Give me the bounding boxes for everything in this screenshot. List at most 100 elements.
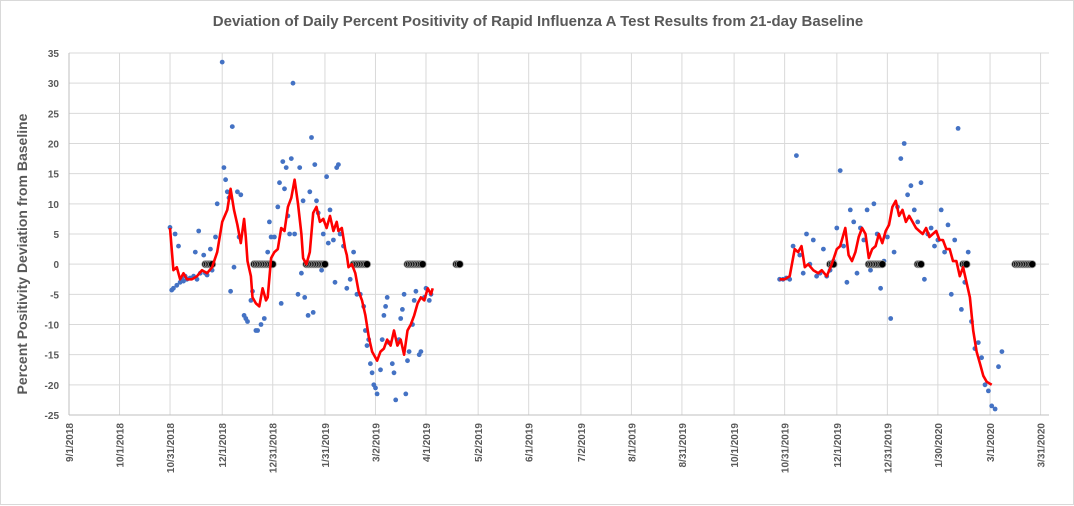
data-point — [277, 180, 282, 186]
data-point — [379, 337, 385, 342]
data-point — [999, 349, 1005, 354]
data-point — [814, 273, 819, 279]
data-point — [278, 301, 284, 306]
data-point — [413, 288, 419, 294]
zero-baseline-point — [917, 260, 926, 269]
data-point — [192, 249, 198, 255]
y-tick-labels: 35 30 25 20 15 10 5 0 -5 -10 -15 -20 -25 — [45, 49, 60, 422]
moving-average-line — [168, 178, 434, 363]
y-tick-label: -5 — [50, 290, 59, 301]
data-point — [221, 165, 227, 171]
data-point — [223, 177, 229, 183]
data-point — [804, 231, 809, 237]
data-point — [411, 298, 417, 303]
data-point — [283, 165, 289, 171]
data-point — [325, 240, 331, 246]
data-point — [918, 180, 924, 186]
data-point — [373, 385, 378, 391]
data-point — [864, 207, 870, 213]
data-point — [794, 153, 799, 159]
data-point — [347, 276, 353, 282]
data-point — [932, 243, 937, 249]
data-point — [391, 370, 397, 376]
data-point — [989, 403, 995, 409]
data-point — [982, 382, 988, 388]
x-tick-label: 12/31/2018 — [269, 423, 280, 473]
data-point — [172, 231, 178, 237]
x-tick-label: 10/1/2019 — [730, 423, 741, 468]
data-point — [287, 231, 292, 237]
data-point — [213, 234, 218, 240]
data-point — [996, 364, 1001, 370]
x-tick-label: 12/1/2019 — [833, 423, 844, 468]
data-point — [364, 343, 370, 348]
data-point — [336, 162, 341, 168]
data-point — [400, 307, 405, 312]
x-tick-label: 3/31/2020 — [1037, 423, 1048, 468]
data-point — [255, 328, 260, 333]
y-tick-label: 0 — [53, 260, 59, 271]
data-point — [214, 201, 220, 207]
x-tick-label: 1/30/2020 — [934, 423, 945, 468]
data-point — [275, 204, 281, 210]
x-tick-label: 10/31/2019 — [781, 423, 792, 473]
data-point — [841, 243, 846, 249]
data-point — [888, 316, 894, 321]
data-point — [868, 267, 873, 273]
data-point — [176, 243, 181, 249]
data-point — [959, 307, 964, 312]
data-point — [965, 249, 971, 255]
data-point — [905, 192, 910, 198]
data-point — [300, 198, 306, 204]
data-point — [928, 225, 934, 231]
data-point — [295, 291, 301, 297]
data-point — [901, 141, 907, 146]
zero-baseline-point — [418, 260, 427, 269]
data-point — [224, 189, 230, 195]
data-point — [871, 201, 877, 207]
data-point — [800, 270, 806, 276]
data-point — [332, 279, 338, 285]
data-point — [389, 361, 395, 367]
data-point — [374, 391, 380, 397]
data-point — [821, 246, 826, 252]
x-tick-label: 10/31/2018 — [166, 423, 177, 473]
x-tick-label: 3/2/2019 — [371, 423, 382, 462]
data-point — [228, 288, 234, 294]
data-point — [844, 279, 850, 285]
data-point — [378, 367, 383, 373]
data-point — [847, 207, 853, 213]
data-point — [834, 225, 840, 231]
zero-baseline-point — [362, 260, 371, 269]
data-point — [975, 340, 981, 345]
data-point — [908, 183, 914, 189]
data-point — [992, 406, 998, 412]
x-tick-label: 1/31/2019 — [321, 423, 332, 468]
y-tick-label: -25 — [45, 411, 60, 422]
y-tick-label: 10 — [48, 200, 60, 211]
data-point — [368, 361, 373, 367]
data-point — [201, 252, 207, 258]
data-point — [268, 234, 274, 240]
data-point — [351, 249, 356, 255]
data-point — [426, 298, 432, 303]
x-tick-label: 10/1/2018 — [116, 423, 127, 468]
y-tick-label: 5 — [53, 230, 59, 241]
data-point — [942, 249, 947, 255]
data-point — [288, 156, 294, 162]
y-tick-label: 15 — [48, 170, 60, 181]
data-point — [418, 349, 424, 354]
y-tick-label: 30 — [48, 79, 60, 90]
x-tick-label: 8/1/2019 — [627, 423, 638, 462]
data-point — [261, 316, 267, 321]
data-point — [401, 291, 407, 297]
data-point — [878, 285, 883, 291]
data-point — [898, 156, 904, 162]
data-point — [219, 59, 225, 65]
data-point — [797, 252, 803, 258]
moving-average-line — [779, 199, 993, 386]
data-point — [314, 198, 319, 204]
chart-title: Deviation of Daily Percent Positivity of… — [213, 13, 863, 30]
data-point — [979, 355, 984, 361]
